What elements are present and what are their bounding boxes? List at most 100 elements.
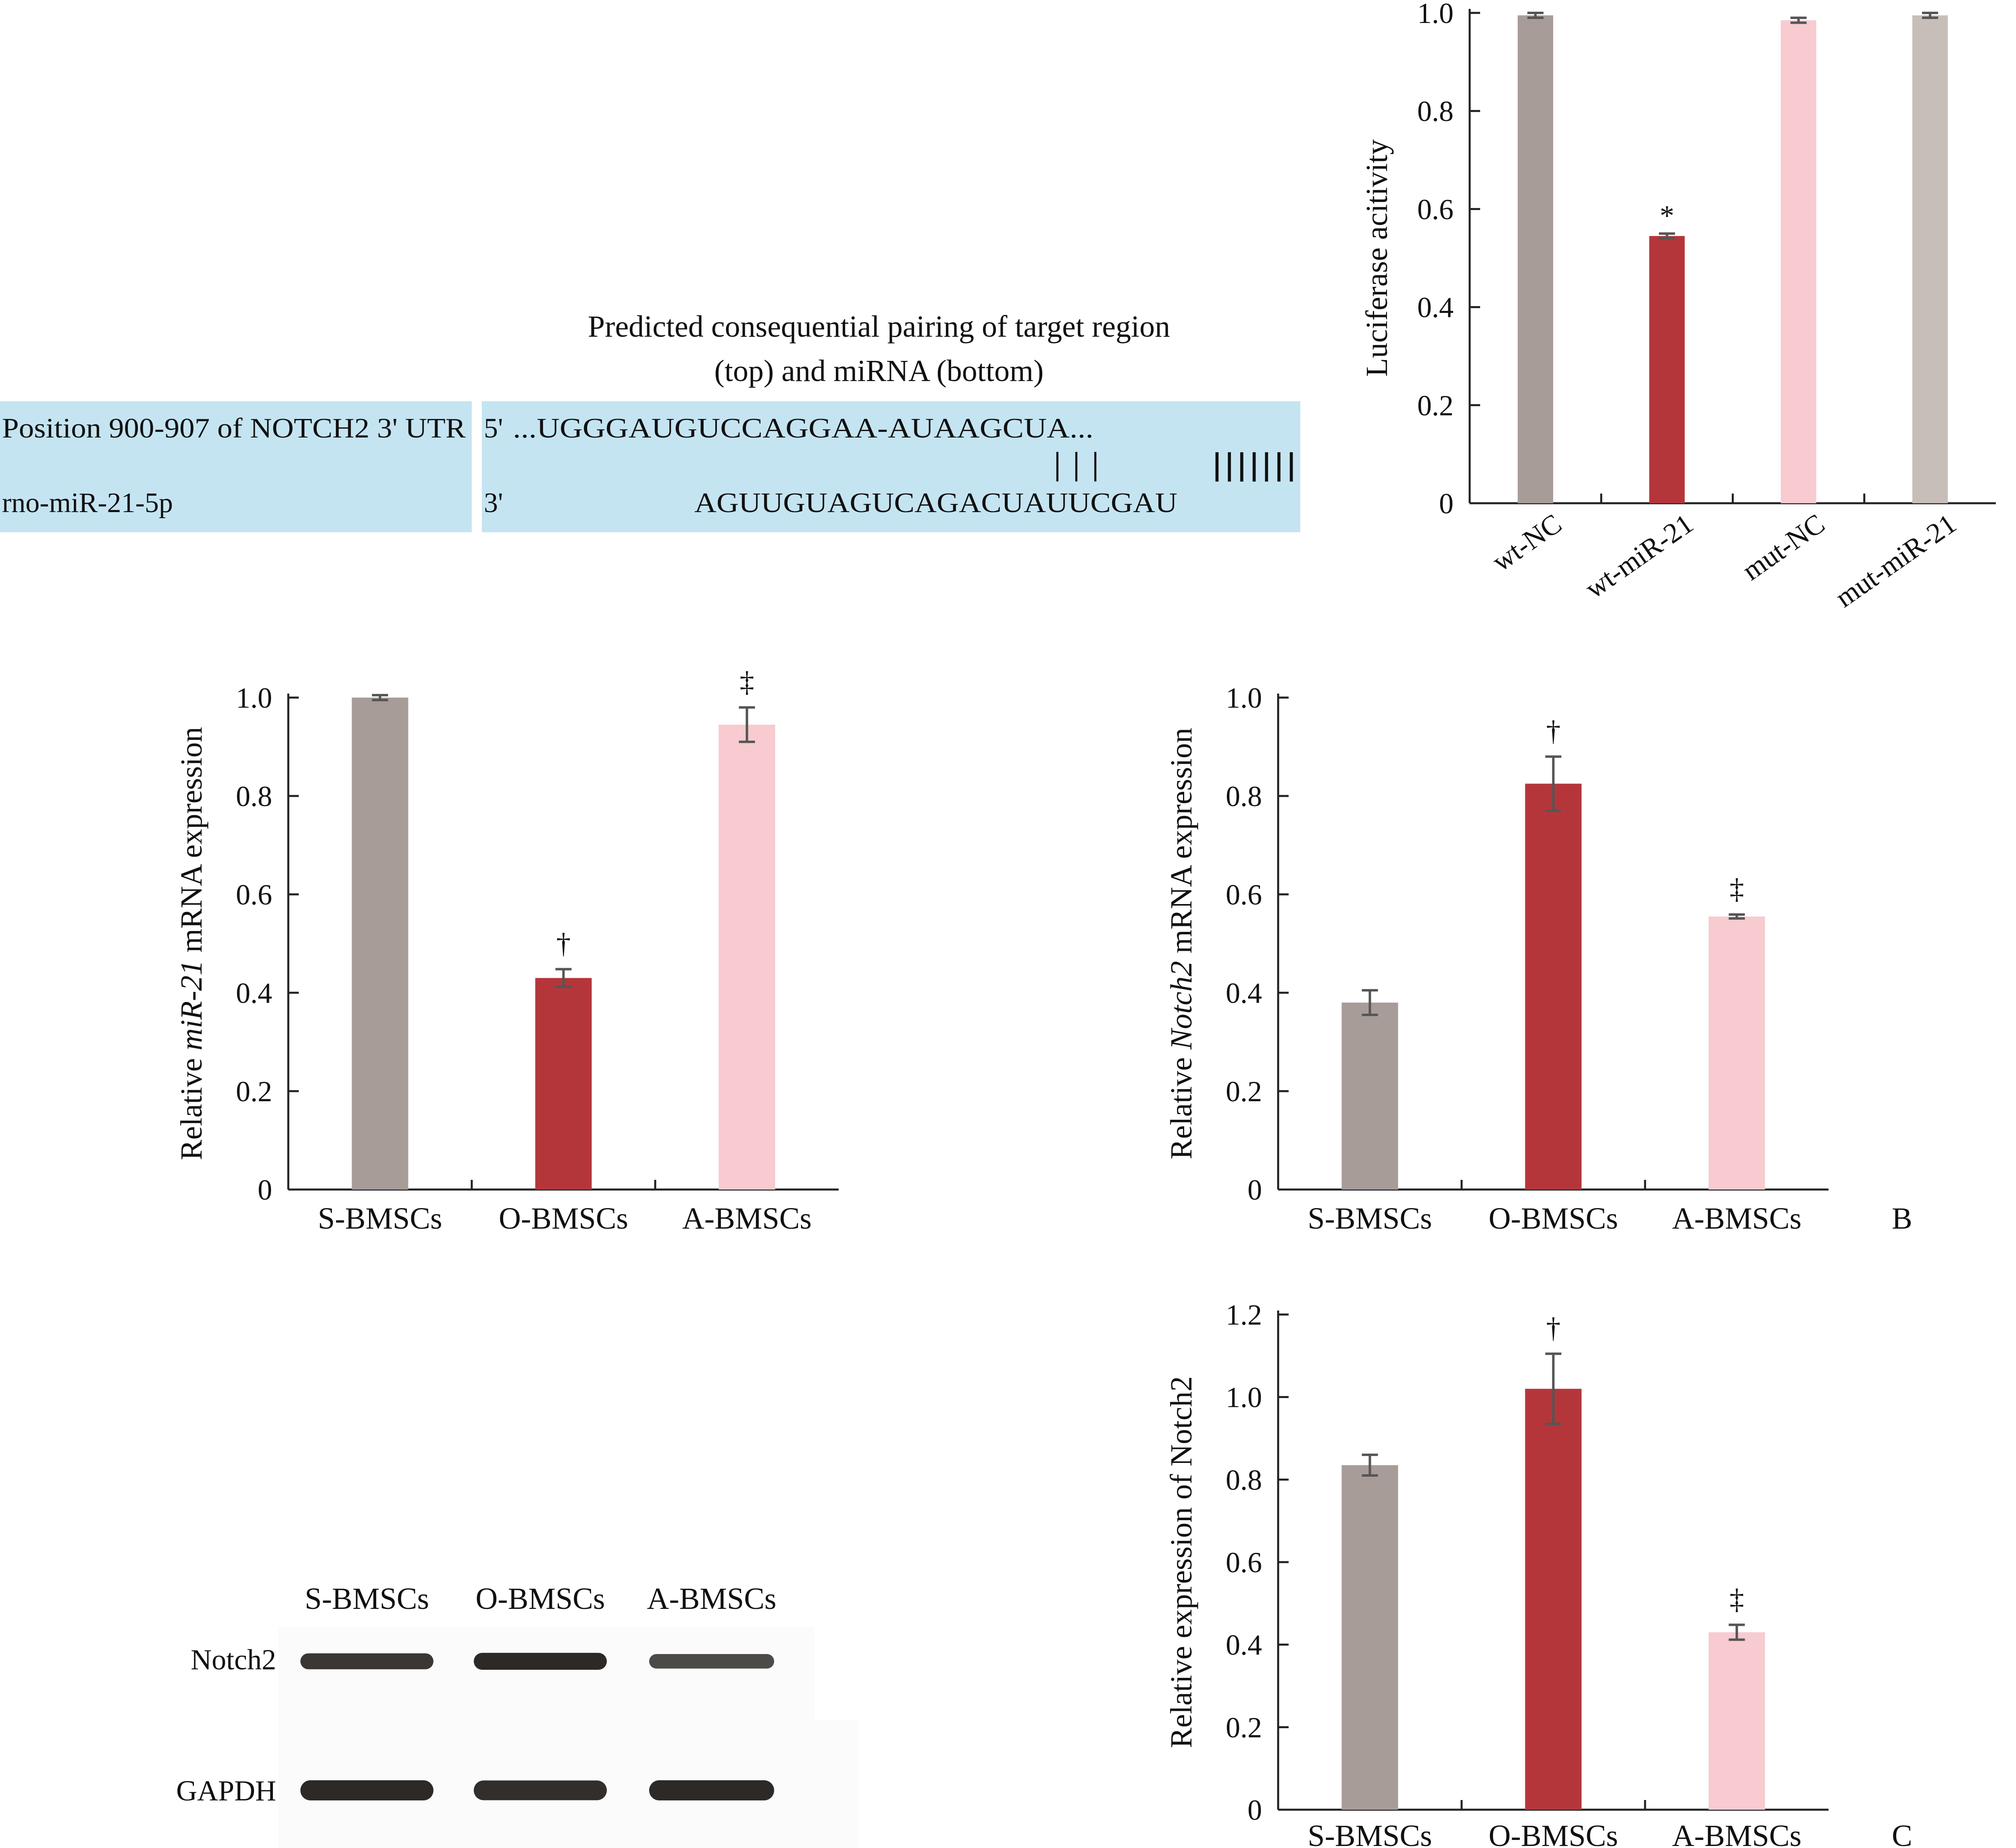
y-axis-label: Luciferase acitivity xyxy=(1360,140,1394,377)
pairing-bars-right: ||||||| xyxy=(1211,446,1297,482)
pairing-row2-label: rno-miR-21-5p xyxy=(2,488,173,519)
blot-band xyxy=(649,1780,774,1800)
pairing-row2-end: 3' xyxy=(484,488,503,519)
x-category-label: S-BMSCs xyxy=(1308,1819,1432,1848)
notch2-protein-chart: 0 0.2 0.4 0.6 0.8 1.0 1.2 S-BMSCs † O-BMSCs ‡ A-BMS… xyxy=(1164,1299,1829,1848)
bar xyxy=(1781,20,1816,504)
y-tick-label: 0.8 xyxy=(236,780,272,813)
pairing-diagram: Predicted consequential pairing of targe… xyxy=(0,310,1300,532)
bar xyxy=(535,978,592,1190)
blot-bands xyxy=(300,1653,774,1800)
error-bar xyxy=(372,694,388,702)
y-axis-label: Relative expression of Notch2 xyxy=(1164,1376,1198,1748)
y-tick-label: 1.0 xyxy=(1417,0,1454,29)
y-axis-label-part: Relative xyxy=(175,1050,208,1160)
panel-label-b: B xyxy=(1892,1202,1912,1235)
error-bar xyxy=(1790,17,1807,24)
x-category-label: wt-NC xyxy=(1487,508,1567,577)
x-category-label: O-BMSCs xyxy=(499,1202,628,1235)
pairing-row1-end: 5' xyxy=(484,413,503,444)
blot-band xyxy=(474,1653,607,1670)
y-tick-label: 0.6 xyxy=(1226,879,1262,911)
y-tick-label: 0.2 xyxy=(1226,1711,1262,1744)
bar xyxy=(1708,916,1765,1190)
y-tick-label: 0.4 xyxy=(1417,292,1454,324)
blot-lane-label-1: S-BMSCs xyxy=(305,1582,429,1616)
x-category-label: S-BMSCs xyxy=(1308,1202,1432,1235)
y-tick-label: 0.2 xyxy=(1417,390,1454,422)
significance-marker: † xyxy=(1546,715,1561,747)
x-category-label: A-BMSCs xyxy=(1672,1819,1801,1848)
y-tick-label: 0.6 xyxy=(236,879,272,911)
y-tick-label: 0.4 xyxy=(236,977,272,1009)
blot-band xyxy=(300,1653,433,1669)
x-category-label: A-BMSCs xyxy=(1672,1202,1801,1235)
notch2-mrna-chart: 0 0.2 0.4 0.6 0.8 1.0 S-BMSCs † O-BMSCs ‡ A-BMSCs R… xyxy=(1164,682,1829,1235)
bar xyxy=(1708,1632,1765,1810)
y-tick-label: 0.4 xyxy=(1226,977,1262,1009)
error-bar xyxy=(1729,913,1745,920)
blot-band xyxy=(474,1780,607,1800)
error-bar xyxy=(1659,232,1675,240)
y-tick-label: 0.6 xyxy=(1226,1546,1262,1579)
y-axis-label: Relative Notch2 mRNA expression xyxy=(1164,728,1198,1159)
western-blot: S-BMSCs O-BMSCs A-BMSCs Notch2 GAPDH xyxy=(176,1582,859,1848)
bar xyxy=(1341,1002,1398,1190)
error-bar xyxy=(1545,1352,1562,1425)
error-bar xyxy=(1729,1623,1745,1641)
y-tick-label: 1.0 xyxy=(236,682,272,714)
y-axis-label-part: mRNA expression xyxy=(1164,728,1198,961)
y-tick-label: 1.0 xyxy=(1226,1381,1262,1414)
blot-band xyxy=(649,1654,774,1669)
bar xyxy=(1649,236,1685,503)
significance-marker: ‡ xyxy=(1730,873,1744,905)
significance-marker: † xyxy=(1546,1312,1561,1344)
bar xyxy=(352,698,408,1190)
significance-marker: ‡ xyxy=(1730,1583,1744,1615)
error-bar xyxy=(555,968,572,988)
pairing-row1-sequence: ...UGGGAUGUCCAGGAA-AUAAGCUA... xyxy=(513,413,1093,444)
pairing-title-line2: (top) and miRNA (bottom) xyxy=(714,354,1044,388)
blot-membrane-edge xyxy=(814,1627,859,1720)
y-axis-label-gene: Notch2 xyxy=(1164,961,1198,1050)
x-category-label: wt-miR-21 xyxy=(1580,508,1699,604)
y-tick-label: 1.0 xyxy=(1226,682,1262,714)
error-bar xyxy=(1527,12,1544,19)
y-tick-label: 0.8 xyxy=(1417,95,1454,127)
y-tick-label: 0.8 xyxy=(1226,780,1262,813)
panel-label-c: C xyxy=(1892,1819,1912,1848)
y-tick-label: 0.6 xyxy=(1417,193,1454,225)
y-tick-label: 0 xyxy=(1248,1794,1262,1826)
pairing-title-line1: Predicted consequential pairing of targe… xyxy=(588,310,1170,344)
x-category-label: O-BMSCs xyxy=(1489,1202,1618,1235)
y-tick-label: 0.4 xyxy=(1226,1629,1262,1661)
y-tick-label: 0 xyxy=(258,1174,272,1206)
significance-marker: † xyxy=(556,927,571,959)
significance-marker: * xyxy=(1660,200,1674,232)
y-axis-label-part: Relative xyxy=(1164,1050,1198,1159)
blot-lane-label-3: A-BMSCs xyxy=(647,1582,777,1616)
y-tick-label: 0 xyxy=(1248,1174,1262,1206)
error-bar xyxy=(739,706,755,743)
significance-marker: ‡ xyxy=(740,665,754,698)
pairing-sequence-box xyxy=(482,401,1300,532)
pairing-label-box xyxy=(0,401,472,532)
blot-row-label-notch2: Notch2 xyxy=(191,1644,276,1676)
y-tick-label: 0.2 xyxy=(1226,1075,1262,1108)
x-category-label: mut-NC xyxy=(1737,508,1831,587)
x-category-label: mut-miR-21 xyxy=(1830,508,1962,614)
x-category-label: O-BMSCs xyxy=(1489,1819,1618,1848)
y-tick-label: 1.2 xyxy=(1226,1299,1262,1331)
error-bar xyxy=(1362,1453,1378,1477)
y-axis-label-gene: miR-21 xyxy=(175,960,208,1050)
blot-lane-label-2: O-BMSCs xyxy=(476,1582,605,1616)
error-bar xyxy=(1362,989,1378,1016)
pairing-row1-label: Position 900-907 of NOTCH2 3' UTR xyxy=(2,413,466,444)
x-category-label: S-BMSCs xyxy=(318,1202,442,1235)
y-tick-label: 0.2 xyxy=(236,1075,272,1108)
y-tick-label: 0.8 xyxy=(1226,1464,1262,1496)
y-axis-label-part: mRNA expression xyxy=(175,727,208,960)
error-bar xyxy=(1545,755,1562,812)
y-axis-label: Relative miR-21 mRNA expression xyxy=(175,727,208,1160)
